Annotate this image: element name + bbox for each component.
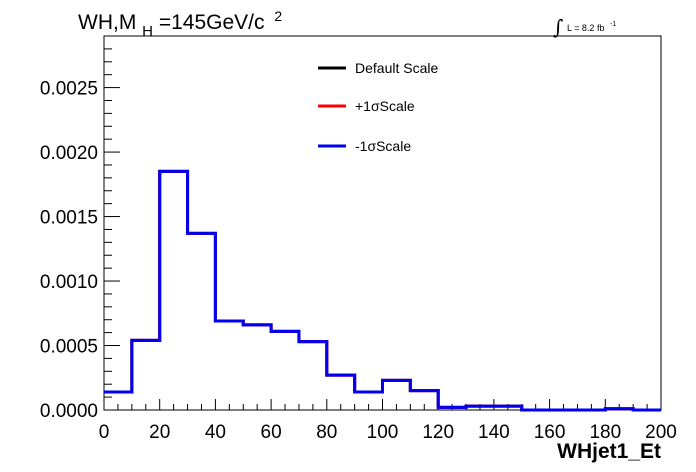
y-tick-label: 0.0015 xyxy=(40,208,98,229)
series-line-3 xyxy=(104,169,661,412)
x-tick-label: 180 xyxy=(589,422,621,443)
title-rest: =145GeV/c xyxy=(159,11,265,34)
title-superscript: 2 xyxy=(274,8,282,24)
x-tick-label: 160 xyxy=(534,422,566,443)
lumi-superscript: -1 xyxy=(610,21,616,28)
y-tick-label: 0.0005 xyxy=(40,337,98,358)
lumi-text: L = 8.2 fb xyxy=(567,23,604,33)
title-main: WH,M xyxy=(78,11,136,34)
legend-label: +1σScale xyxy=(355,98,415,114)
svg-text:L = 8.2 fb -1: L = 8.2 fb -1 xyxy=(567,21,616,33)
x-tick-label: 40 xyxy=(205,422,226,443)
y-tick-label: 0.0020 xyxy=(40,143,98,164)
luminosity-label: ∫ L = 8.2 fb -1 xyxy=(553,15,616,39)
x-tick-label: 20 xyxy=(149,422,170,443)
integral-sign: ∫ xyxy=(553,15,563,39)
legend-label: Default Scale xyxy=(355,60,438,76)
title-subscript: H xyxy=(142,23,153,40)
x-tick-label: 80 xyxy=(316,422,337,443)
chart-title: WH,M H =145GeV/c 2 xyxy=(78,8,282,41)
svg-text:WH,M H =145GeV/c: WH,M H =145GeV/c 2 xyxy=(78,8,282,41)
x-axis-label: WHjet1_Et xyxy=(557,440,661,463)
y-tick-label: 0.0025 xyxy=(40,79,98,100)
y-tick-label: 0.0010 xyxy=(40,272,98,293)
legend-label: -1σScale xyxy=(355,138,411,154)
x-tick-label: 200 xyxy=(645,422,677,443)
x-tick-label: 100 xyxy=(367,422,399,443)
y-axis: 0.0000 0.0005 0.0010 0.0015 0.0020 0.0025 xyxy=(40,35,120,422)
x-tick-label: 60 xyxy=(261,422,282,443)
series-layer xyxy=(104,169,661,412)
y-tick-label: 0.0000 xyxy=(40,401,98,422)
x-tick-label: 140 xyxy=(478,422,510,443)
x-axis: 0 20 40 60 80 100 120 140 160 180 200 xyxy=(99,399,677,443)
x-tick-label: 0 xyxy=(99,422,110,443)
legend: Default Scale +1σScale -1σScale xyxy=(318,60,438,154)
x-tick-label: 120 xyxy=(422,422,454,443)
